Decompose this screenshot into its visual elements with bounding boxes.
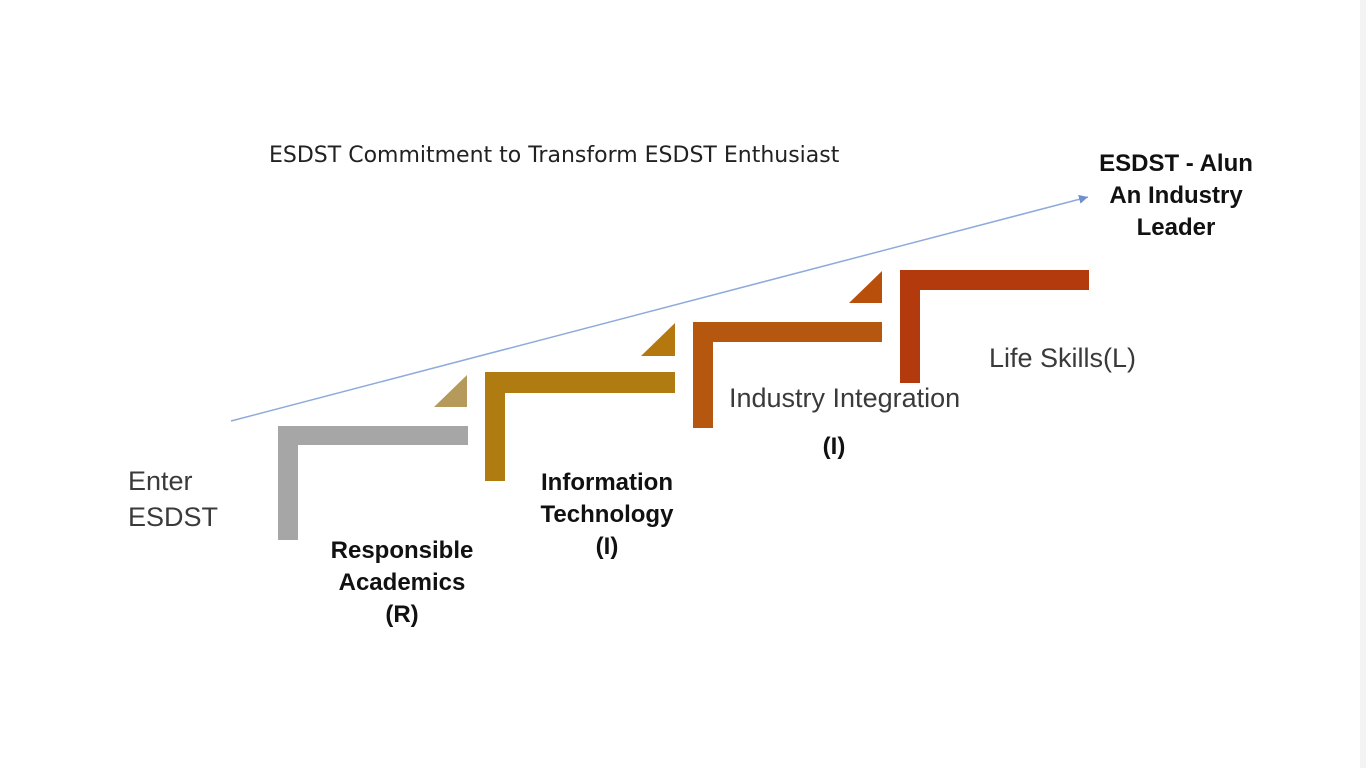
diagram-title: ESDST Commitment to Transform ESDST Enth… [269, 143, 840, 168]
start-line-2: ESDST [128, 502, 219, 532]
step-2-triangle [641, 323, 675, 356]
step-3-line-2: (I) [822, 433, 846, 460]
step-2-line-3: (I) [595, 533, 619, 560]
goal-line-3: Leader [1136, 214, 1216, 241]
step-4-line-1: Life Skills(L) [989, 343, 1137, 373]
step-2-shape [485, 372, 675, 481]
goal-label: ESDST - Alun An Industry Leader [1076, 148, 1276, 244]
step-1-triangle [434, 375, 467, 407]
progress-arrow [230, 194, 1089, 422]
step-1-line-1: Responsible [330, 537, 474, 564]
page-edge [1360, 0, 1366, 768]
step-3-label: Industry Integration [729, 380, 960, 416]
goal-line-2: An Industry [1109, 182, 1243, 209]
goal-line-1: ESDST - Alun [1099, 150, 1253, 177]
start-label: Enter ESDST [128, 463, 218, 535]
step-2-label: Information Technology (I) [507, 467, 707, 563]
step-4-label: Life Skills(L) [989, 340, 1136, 376]
step-3-sublabel: (I) [784, 431, 884, 463]
step-2-line-2: Technology [540, 501, 674, 528]
step-3-triangle [849, 271, 882, 303]
step-1-shape [278, 426, 468, 540]
step-3-line-1: Industry Integration [729, 383, 961, 413]
start-line-1: Enter [128, 466, 193, 496]
step-1-label: Responsible Academics (R) [302, 535, 502, 631]
step-2-line-1: Information [541, 469, 673, 496]
step-4-shape [900, 270, 1089, 383]
step-3-shape [693, 322, 882, 428]
step-1-line-3: (R) [385, 601, 419, 628]
step-1-line-2: Academics [338, 569, 466, 596]
